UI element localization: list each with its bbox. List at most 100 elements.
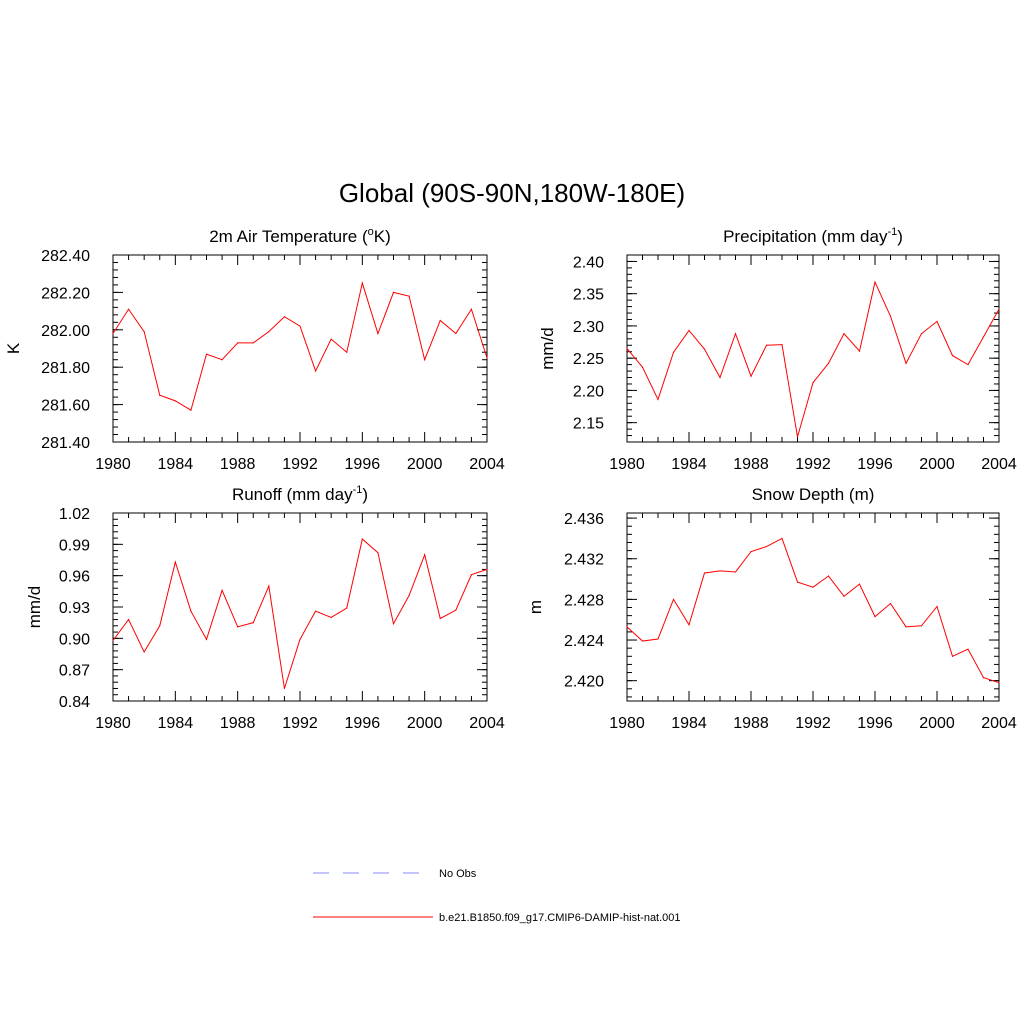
x-tick-label-runoff: 1996 [345,715,381,732]
series-line-snow-depth [626,537,1000,684]
data-point-snow-depth [905,626,907,628]
data-point-runoff [283,687,286,690]
series-line-runoff [112,538,488,689]
data-point-snow-depth [626,626,628,628]
x-tick-label-precipitation: 2000 [919,456,955,473]
data-point-runoff [143,651,145,653]
data-point-temperature [346,351,348,353]
data-point-temperature [377,332,379,335]
data-point-temperature [268,331,270,333]
data-point-runoff [314,610,317,612]
data-point-temperature [314,370,317,372]
data-point-snow-depth [641,640,644,642]
data-point-runoff [190,610,192,612]
data-point-precipitation [843,333,845,335]
data-point-precipitation [982,336,985,338]
data-point-runoff [470,574,473,576]
x-tick-label-snow-depth: 1996 [857,715,893,732]
data-point-precipitation [827,362,830,364]
legend-label-no-obs: No Obs [439,868,477,880]
data-point-snow-depth [812,586,814,588]
panel-title-main-precipitation: Precipitation (mm day [723,227,888,246]
panel-title-snow-depth: Snow Depth (m) [752,485,875,504]
y-tick-label-temperature: 282.40 [41,248,90,265]
data-point-snow-depth [827,575,830,577]
data-point-snow-depth [982,677,985,679]
x-tick-label-temperature: 1984 [158,456,194,473]
y-tick-label-temperature: 282.20 [41,285,90,302]
x-tick-label-temperature: 2004 [469,456,505,473]
series-line-temperature [112,281,488,411]
panel-title-sup-runoff: -1 [353,484,363,496]
data-point-temperature [237,342,239,344]
data-point-snow-depth [781,537,783,540]
y-tick-label-runoff: 0.96 [59,569,90,586]
y-tick-label-runoff: 1.02 [59,506,90,523]
data-point-snow-depth [688,624,690,626]
x-tick-label-precipitation: 1988 [733,456,769,473]
x-tick-label-snow-depth: 1984 [671,715,707,732]
y-tick-label-precipitation: 2.30 [573,319,604,336]
x-tick-label-snow-depth: 2004 [981,715,1017,732]
data-point-runoff [127,618,130,621]
figure-title: Global (90S-90N,180W-180E) [339,178,685,208]
x-tick-label-snow-depth: 1980 [609,715,645,732]
plot-frame-runoff [112,512,488,702]
data-point-runoff [377,552,379,554]
x-tick-label-snow-depth: 1992 [795,715,831,732]
data-point-precipitation [998,308,1000,310]
data-point-precipitation [951,354,954,357]
y-tick-label-precipitation: 2.35 [573,287,604,304]
x-tick-label-temperature: 1988 [220,456,256,473]
panel-title-main-temperature: 2m Air Temperature ( [209,227,368,246]
data-point-runoff [299,638,301,640]
data-point-precipitation [920,333,923,335]
panel-title-temperature: 2m Air Temperature (oK) [209,226,391,246]
series-line-precipitation [626,280,1000,437]
data-point-temperature [392,291,395,293]
data-point-snow-depth [657,638,659,640]
plot-frame-temperature [112,254,488,443]
data-point-precipitation [703,348,706,350]
y-tick-label-snow-depth: 2.432 [564,552,604,569]
y-axis-label-precipitation: mm/d [538,327,557,370]
panel-snow-depth: 1980 1984 1988 1992 1996 2000 2004 2.420 2.424 2.… [526,485,1017,732]
data-point-temperature [174,400,176,402]
x-tick-label-precipitation: 1984 [671,456,707,473]
plot-frame-precipitation [626,254,1000,443]
y-tick-label-runoff: 0.87 [59,663,90,680]
data-point-temperature [470,308,473,310]
data-point-snow-depth [765,545,768,548]
data-point-precipitation [657,398,659,401]
y-tick-label-runoff: 0.99 [59,537,90,554]
panel-title-runoff: Runoff (mm day-1) [232,484,368,504]
data-point-precipitation [905,362,907,364]
y-tick-label-precipitation: 2.15 [573,416,604,433]
data-point-precipitation [641,366,644,368]
panel-temperature: 1980 1984 1988 1992 1996 2000 2004 281.40 281.60… [4,226,505,473]
data-point-runoff [346,607,348,609]
data-point-runoff [268,585,270,587]
y-axis-label-runoff: mm/d [25,586,44,629]
y-tick-label-runoff: 0.93 [59,600,90,617]
panel-title-main-runoff: Runoff (mm day [232,485,353,504]
data-point-precipitation [688,329,690,332]
y-tick-label-precipitation: 2.20 [573,383,604,400]
y-axis-label-temperature: K [4,342,23,354]
data-point-runoff [174,561,176,563]
data-point-temperature [330,338,332,340]
data-point-snow-depth [750,551,752,553]
data-point-runoff [112,639,114,642]
data-point-runoff [361,538,363,540]
panel-title-precipitation: Precipitation (mm day-1) [723,226,903,246]
data-point-runoff [392,623,395,625]
panel-title-end-temperature: K) [374,227,391,246]
x-tick-label-temperature: 2000 [407,456,443,473]
y-tick-label-snow-depth: 2.428 [564,592,604,609]
data-point-precipitation [874,281,876,283]
data-point-precipitation [765,344,768,346]
y-tick-label-precipitation: 2.40 [573,254,604,271]
data-point-precipitation [719,376,721,379]
